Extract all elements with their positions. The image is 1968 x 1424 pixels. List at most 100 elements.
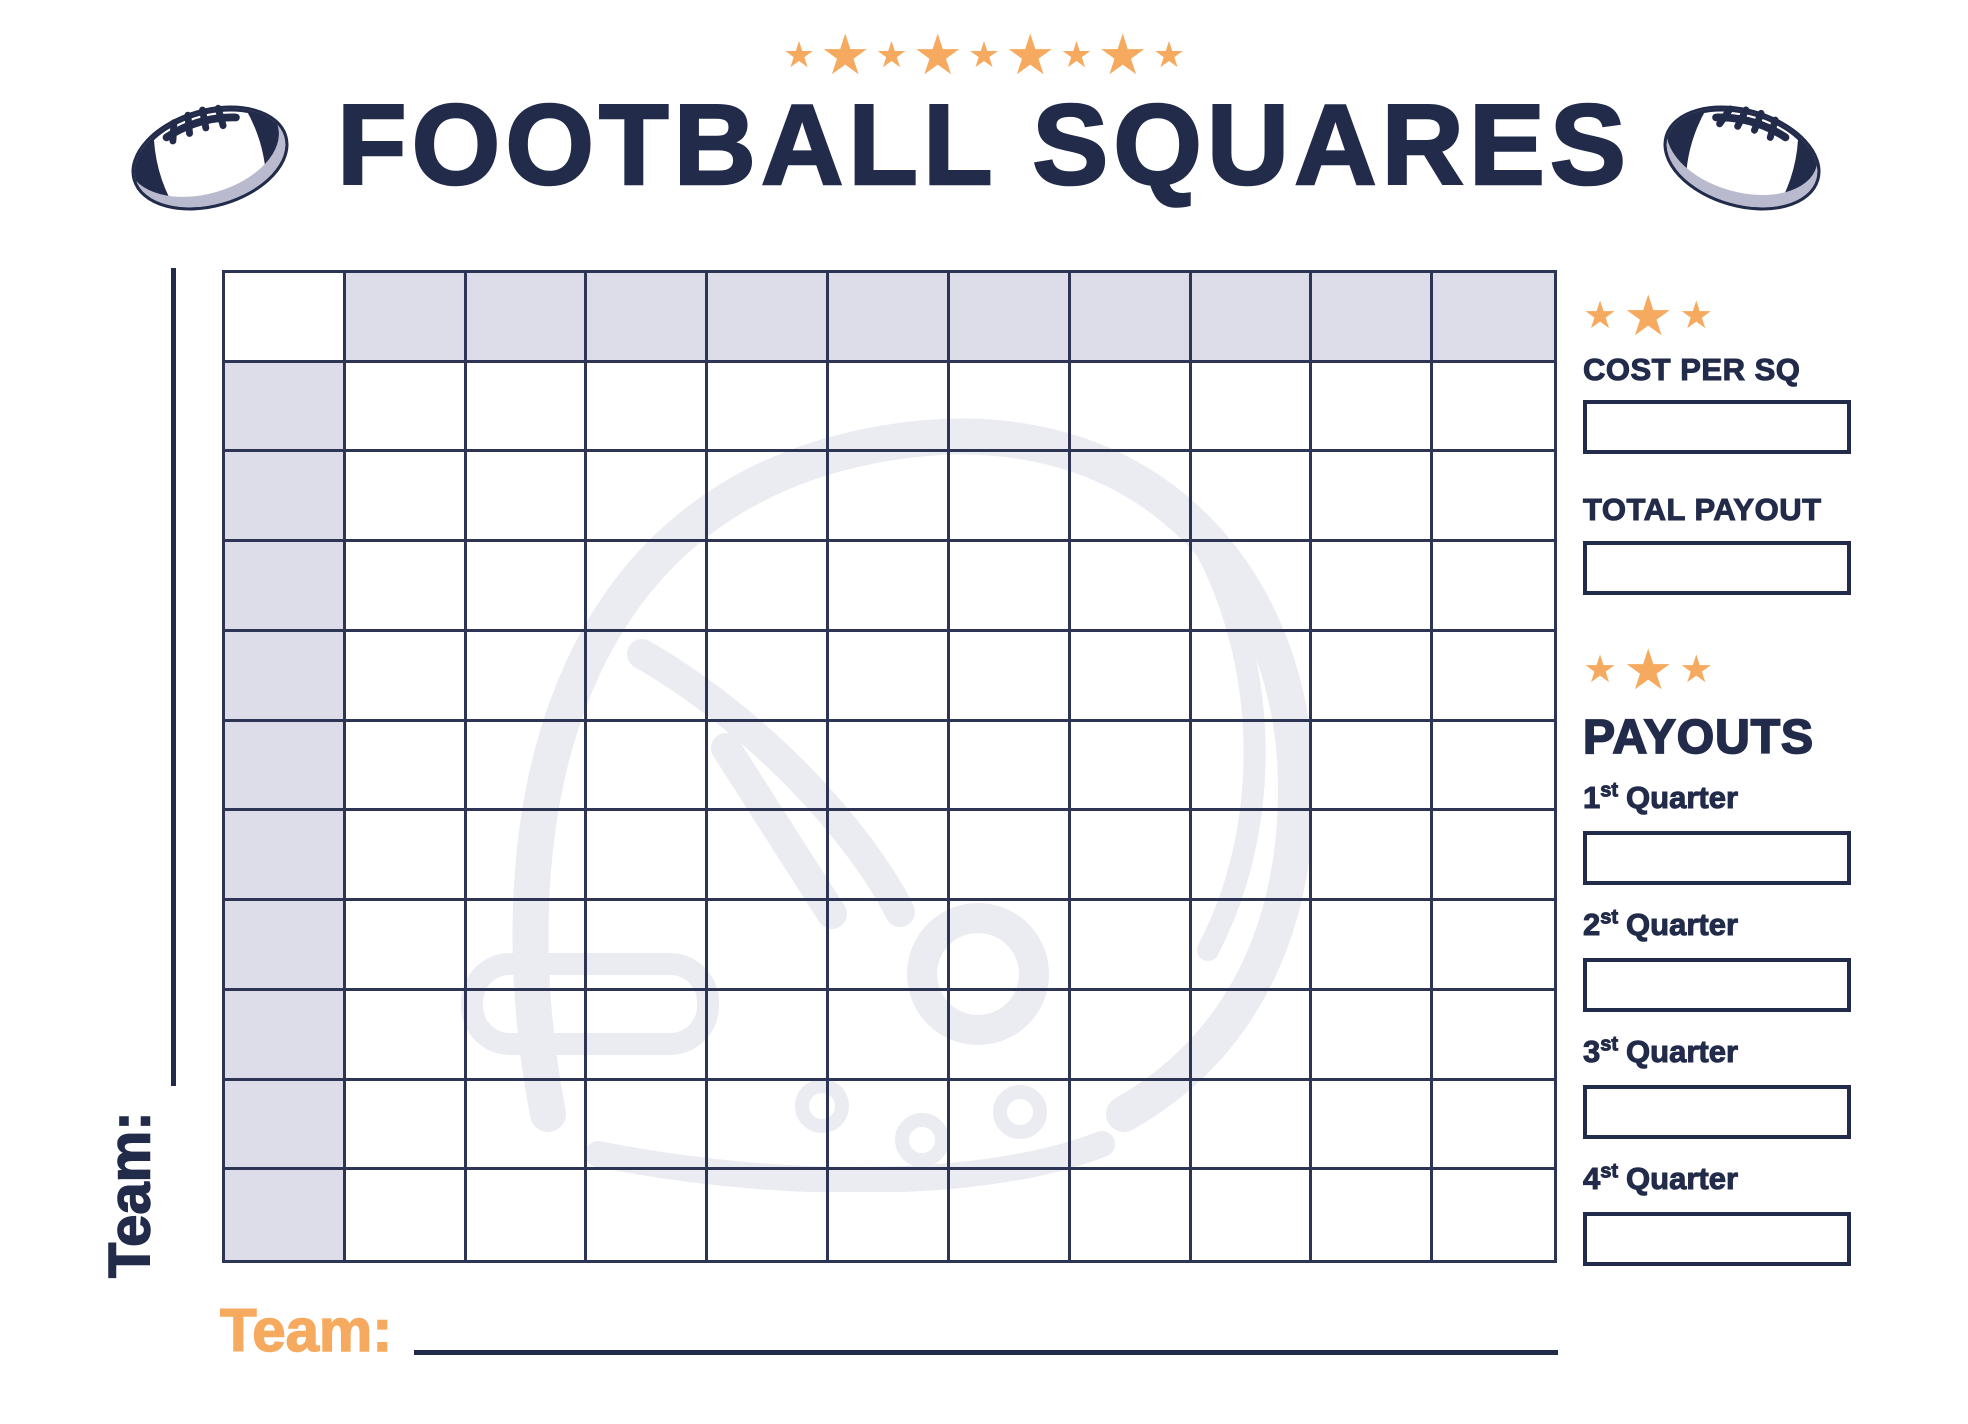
grid-square-cell[interactable] [1070, 990, 1192, 1081]
grid-square-cell[interactable] [1433, 722, 1554, 812]
grid-square-cell[interactable] [1312, 990, 1434, 1081]
grid-square-cell[interactable] [587, 1080, 709, 1171]
grid-header-cell-row[interactable] [225, 631, 346, 722]
grid-square-cell[interactable] [1312, 1170, 1434, 1260]
grid-square-cell[interactable] [708, 990, 830, 1081]
grid-header-cell-row[interactable] [225, 721, 346, 812]
grid-header-cell-col[interactable] [1070, 273, 1192, 363]
grid-square-cell[interactable] [1191, 1080, 1313, 1171]
grid-square-cell[interactable] [829, 542, 950, 632]
grid-square-cell[interactable] [1433, 452, 1554, 543]
grid-header-cell-col[interactable] [466, 273, 588, 363]
grid-square-cell[interactable] [1070, 542, 1192, 632]
grid-header-cell-row[interactable] [225, 452, 346, 543]
grid-square-cell[interactable] [1070, 631, 1192, 722]
grid-square-cell[interactable] [1312, 542, 1434, 632]
grid-square-cell[interactable] [587, 990, 709, 1081]
grid-header-cell-col[interactable] [1433, 273, 1554, 363]
grid-square-cell[interactable] [1191, 901, 1313, 991]
grid-square-cell[interactable] [1433, 632, 1554, 722]
grid-square-cell[interactable] [1433, 1170, 1554, 1260]
grid-square-cell[interactable] [829, 1080, 950, 1171]
grid-square-cell[interactable] [949, 452, 1071, 543]
grid-square-cell[interactable] [1433, 811, 1554, 902]
grid-square-cell[interactable] [466, 901, 588, 991]
grid-square-cell[interactable] [949, 721, 1071, 812]
grid-square-cell[interactable] [1191, 452, 1313, 543]
grid-square-cell[interactable] [587, 1170, 709, 1260]
grid-square-cell[interactable] [829, 452, 950, 543]
grid-square-cell[interactable] [1191, 542, 1313, 632]
grid-square-cell[interactable] [1191, 362, 1313, 453]
grid-square-cell[interactable] [466, 631, 588, 722]
grid-square-cell[interactable] [467, 1170, 588, 1260]
grid-square-cell[interactable] [708, 1080, 830, 1171]
grid-square-cell[interactable] [587, 631, 709, 722]
grid-square-cell[interactable] [345, 542, 467, 632]
grid-square-cell[interactable] [1312, 1080, 1434, 1171]
grid-header-cell-col[interactable] [587, 273, 709, 363]
grid-square-cell[interactable] [829, 631, 950, 722]
grid-square-cell[interactable] [1070, 901, 1192, 991]
quarter-4-payout-input[interactable] [1583, 1212, 1851, 1266]
grid-square-cell[interactable] [466, 1080, 588, 1171]
team-name-line-left[interactable] [171, 268, 176, 1086]
grid-square-cell[interactable] [587, 901, 709, 991]
grid-square-cell[interactable] [1312, 901, 1434, 991]
grid-square-cell[interactable] [466, 811, 588, 902]
grid-square-cell[interactable] [345, 901, 467, 991]
grid-square-cell[interactable] [1071, 1170, 1192, 1260]
total-payout-input[interactable] [1583, 541, 1851, 595]
grid-square-cell[interactable] [587, 452, 709, 543]
grid-square-cell[interactable] [346, 1170, 467, 1260]
grid-square-cell[interactable] [949, 811, 1071, 902]
grid-square-cell[interactable] [708, 542, 830, 632]
grid-square-cell[interactable] [1433, 1081, 1554, 1171]
grid-square-cell[interactable] [950, 1170, 1071, 1260]
grid-square-cell[interactable] [949, 631, 1071, 722]
grid-square-cell[interactable] [587, 542, 709, 632]
grid-square-cell[interactable] [1433, 991, 1554, 1081]
grid-header-cell-col[interactable] [345, 273, 467, 363]
grid-square-cell[interactable] [1312, 631, 1434, 722]
grid-header-cell-col[interactable] [829, 273, 950, 363]
grid-header-cell-row[interactable] [225, 1080, 346, 1171]
grid-header-cell-col[interactable] [949, 273, 1071, 363]
grid-square-cell[interactable] [345, 721, 467, 812]
grid-square-cell[interactable] [587, 362, 709, 453]
grid-square-cell[interactable] [1312, 362, 1434, 453]
grid-square-cell[interactable] [1433, 542, 1554, 632]
grid-square-cell[interactable] [345, 631, 467, 722]
cost-per-sq-input[interactable] [1583, 400, 1851, 454]
grid-square-cell[interactable] [829, 362, 950, 453]
grid-square-cell[interactable] [587, 721, 709, 812]
grid-square-cell[interactable] [949, 1080, 1071, 1171]
grid-square-cell[interactable] [1070, 452, 1192, 543]
grid-square-cell[interactable] [708, 362, 830, 453]
grid-square-cell[interactable] [708, 901, 830, 991]
team-name-line-bottom[interactable] [414, 1350, 1558, 1355]
grid-square-cell[interactable] [708, 811, 830, 902]
grid-square-cell[interactable] [1192, 1170, 1313, 1260]
quarter-2-payout-input[interactable] [1583, 958, 1851, 1012]
grid-square-cell[interactable] [829, 1170, 950, 1260]
grid-square-cell[interactable] [345, 811, 467, 902]
grid-square-cell[interactable] [1070, 721, 1192, 812]
grid-square-cell[interactable] [1312, 721, 1434, 812]
grid-square-cell[interactable] [1191, 990, 1313, 1081]
grid-square-cell[interactable] [466, 362, 588, 453]
grid-header-cell-row[interactable] [225, 990, 346, 1081]
grid-square-cell[interactable] [708, 452, 830, 543]
grid-square-cell[interactable] [466, 542, 588, 632]
grid-square-cell[interactable] [949, 542, 1071, 632]
grid-square-cell[interactable] [708, 1170, 830, 1260]
quarter-3-payout-input[interactable] [1583, 1085, 1851, 1139]
grid-header-cell-row[interactable] [225, 542, 346, 632]
grid-square-cell[interactable] [1191, 721, 1313, 812]
grid-square-cell[interactable] [345, 990, 467, 1081]
grid-square-cell[interactable] [1433, 363, 1554, 453]
grid-square-cell[interactable] [345, 452, 467, 543]
grid-square-cell[interactable] [1312, 452, 1434, 543]
grid-header-cell-row[interactable] [225, 901, 346, 991]
grid-square-cell[interactable] [1070, 811, 1192, 902]
